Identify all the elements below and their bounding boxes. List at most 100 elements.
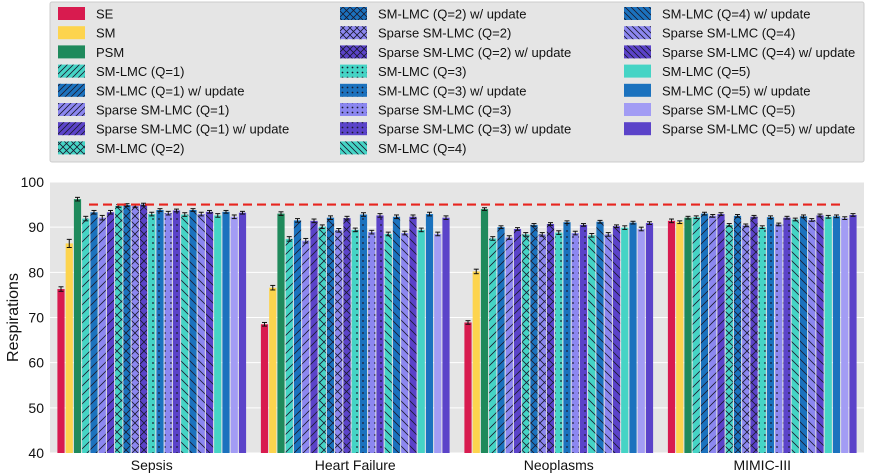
legend-label: SE <box>96 7 114 22</box>
bar-hatch <box>156 210 164 453</box>
x-tick-label: Neoplasms <box>524 457 594 473</box>
error-bar <box>817 213 823 218</box>
bar-sm-mimic-iii <box>676 222 684 453</box>
legend-swatch-hatch <box>340 122 367 136</box>
error-bar <box>149 211 155 217</box>
legend-swatch-hatch <box>340 64 367 78</box>
bar-sparse-sm-lmc-q-5-mimic-iii <box>841 218 849 453</box>
bar-hatch <box>588 235 596 453</box>
error-bar <box>581 223 586 227</box>
error-bar <box>482 207 487 211</box>
bar-hatch <box>189 210 197 453</box>
y-tick-label: 60 <box>28 355 44 371</box>
bar-sm-lmc-q-5-mimic-iii <box>824 216 832 453</box>
error-bar <box>385 231 391 237</box>
bar-sm-lmc-q-5-w-update-heart-failure <box>425 214 434 453</box>
bar-psm-neoplasms <box>480 209 489 453</box>
error-bar <box>174 208 179 213</box>
bar-hatch <box>530 224 538 453</box>
error-bar <box>776 222 782 227</box>
legend-item-sparse-sm-lmc-q-3-w-update: Sparse SM-LMC (Q=3) w/ update <box>340 122 571 137</box>
bar-sparse-sm-lmc-q-5-sepsis <box>230 216 238 453</box>
bar-hatch <box>717 214 725 453</box>
bar-hatch <box>692 217 700 453</box>
y-axis-label: Respirations <box>5 273 22 362</box>
bar-sm-lmc-q-5-neoplasms <box>621 227 629 453</box>
error-bar <box>539 232 545 237</box>
bar-se-mimic-iii <box>667 220 676 453</box>
bar-hatch <box>384 233 392 453</box>
error-bar <box>369 229 375 235</box>
error-bar <box>278 211 284 216</box>
bar-hatch <box>612 226 621 453</box>
error-bar <box>685 215 691 220</box>
bar-hatch <box>115 205 123 453</box>
bar-hatch <box>98 217 106 453</box>
bar-hatch <box>555 232 563 453</box>
legend-item-se: SE <box>58 7 114 22</box>
legend-item-sparse-sm-lmc-q-4-w-update: Sparse SM-LMC (Q=4) w/ update <box>624 45 855 60</box>
bar-hatch <box>783 217 791 453</box>
error-bar <box>792 217 798 222</box>
legend-swatch-hatch <box>58 141 85 155</box>
error-bar <box>58 286 64 292</box>
bar-hatch <box>700 213 709 453</box>
plot-area: 40 50 60 70 80 90 100 Respirations Sepsis Heart F… <box>5 174 864 473</box>
legend-label: Sparse SM-LMC (Q=4) w/ update <box>662 45 855 60</box>
error-bar <box>506 235 512 240</box>
bar-hatch <box>604 234 612 453</box>
legend-swatch <box>58 26 85 40</box>
bar-hatch <box>123 205 131 453</box>
bar-hatch <box>376 215 384 453</box>
error-bar <box>677 220 683 225</box>
bar-hatch <box>816 215 824 453</box>
legend-swatch <box>624 103 651 116</box>
error-bar <box>850 213 856 217</box>
legend-swatch-hatch <box>58 103 85 116</box>
bar-group-heart-failure <box>260 211 450 453</box>
bar-hatch <box>392 216 401 453</box>
error-bar <box>702 211 707 216</box>
bar-sm-lmc-q-5-w-update-neoplasms <box>629 222 637 453</box>
error-bar <box>311 218 317 224</box>
error-bar <box>418 227 424 233</box>
error-bar <box>344 215 350 221</box>
legend-item-sm-lmc-q-1-w-update: SM-LMC (Q=1) w/ update <box>58 83 244 98</box>
bar-se-sepsis <box>57 289 65 453</box>
legend-label: SM-LMC (Q=2) <box>96 141 184 156</box>
error-bar <box>270 284 276 291</box>
bar-hatch <box>489 238 497 453</box>
bar-hatch <box>596 221 604 453</box>
error-bar <box>410 214 416 220</box>
error-bar <box>801 214 806 219</box>
error-bar <box>198 211 204 217</box>
bar-hatch <box>148 214 156 453</box>
bar-hatch <box>409 216 417 453</box>
bar-hatch <box>538 234 546 453</box>
bar-hatch <box>546 224 555 453</box>
x-tick-label: MIMIC-III <box>733 457 791 473</box>
error-bar <box>465 320 471 325</box>
error-bar <box>286 236 292 242</box>
error-bar <box>394 214 399 220</box>
error-bar <box>75 196 80 202</box>
bar-hatch <box>293 220 302 453</box>
legend-label: Sparse SM-LMC (Q=4) <box>662 26 795 41</box>
error-bar <box>638 226 644 232</box>
legend-item-sm-lmc-q-3: SM-LMC (Q=3) <box>340 64 466 79</box>
error-bar <box>352 227 358 233</box>
bar-hatch <box>742 225 750 453</box>
legend-label: SM <box>96 26 116 41</box>
bar-hatch <box>205 211 214 453</box>
legend-item-sparse-sm-lmc-q-1: Sparse SM-LMC (Q=1) <box>58 103 229 118</box>
bar-hatch <box>310 220 318 453</box>
bar-se-neoplasms <box>464 322 472 453</box>
legend-swatch-hatch <box>624 45 651 59</box>
error-bar <box>207 209 212 214</box>
error-bar <box>223 209 229 214</box>
bar-hatch <box>302 240 310 453</box>
bar-hatch <box>733 215 742 453</box>
error-bar <box>515 227 520 231</box>
error-bar <box>622 225 628 230</box>
error-bar <box>548 222 553 226</box>
